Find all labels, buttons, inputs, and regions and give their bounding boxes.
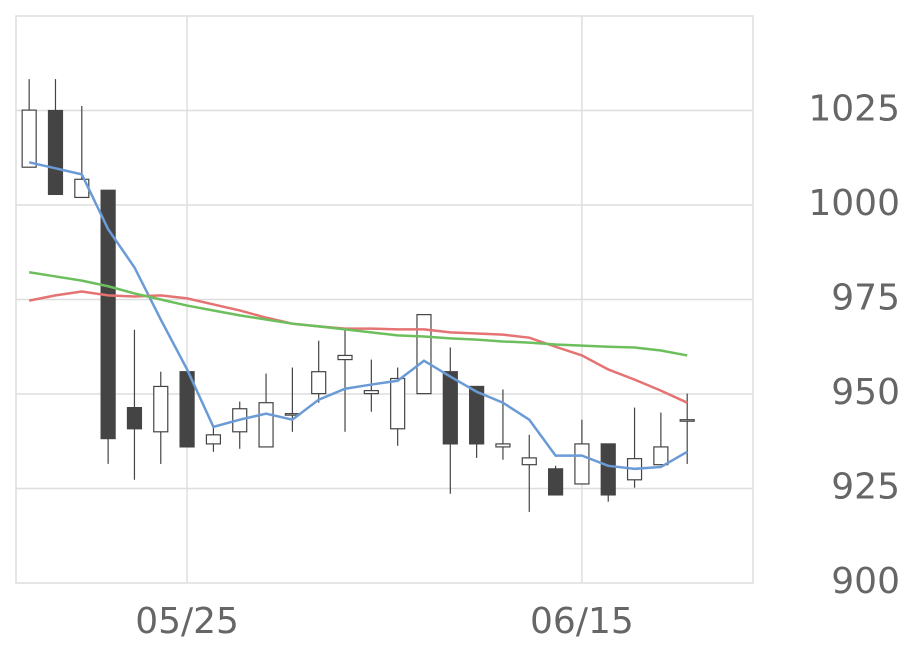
candle-body [258, 402, 274, 448]
candle-body [574, 443, 590, 485]
x-tick-label: 05/25 [135, 601, 239, 642]
y-tick-label: 1000 [808, 183, 900, 224]
candle-body [205, 434, 222, 445]
y-tick-label: 975 [831, 278, 900, 319]
moving-average-line [28, 271, 688, 357]
candle-body [547, 468, 564, 496]
candle-body [100, 189, 116, 440]
y-tick-label: 925 [831, 467, 900, 508]
candle-body [21, 109, 37, 168]
candle-body [679, 419, 695, 422]
y-tick-label: 900 [831, 561, 900, 602]
candle-body [600, 443, 616, 496]
y-tick-label: 1025 [808, 89, 900, 130]
candle-body [390, 377, 406, 430]
candle-body [47, 109, 64, 196]
moving-average-line [28, 161, 688, 471]
x-tick-label: 06/15 [530, 601, 634, 642]
candle-body [337, 354, 353, 361]
candle-body [442, 371, 458, 445]
candle-body [153, 385, 169, 433]
candle-body [469, 385, 485, 445]
candle-body [495, 443, 511, 448]
y-tick-label: 950 [831, 372, 900, 413]
moving-average-line [28, 290, 688, 404]
candle-body [126, 407, 143, 430]
candle-body [521, 457, 537, 466]
candle-body [416, 314, 432, 395]
candle-body [311, 371, 327, 395]
candle-body [363, 389, 379, 395]
candle-body [653, 446, 669, 466]
